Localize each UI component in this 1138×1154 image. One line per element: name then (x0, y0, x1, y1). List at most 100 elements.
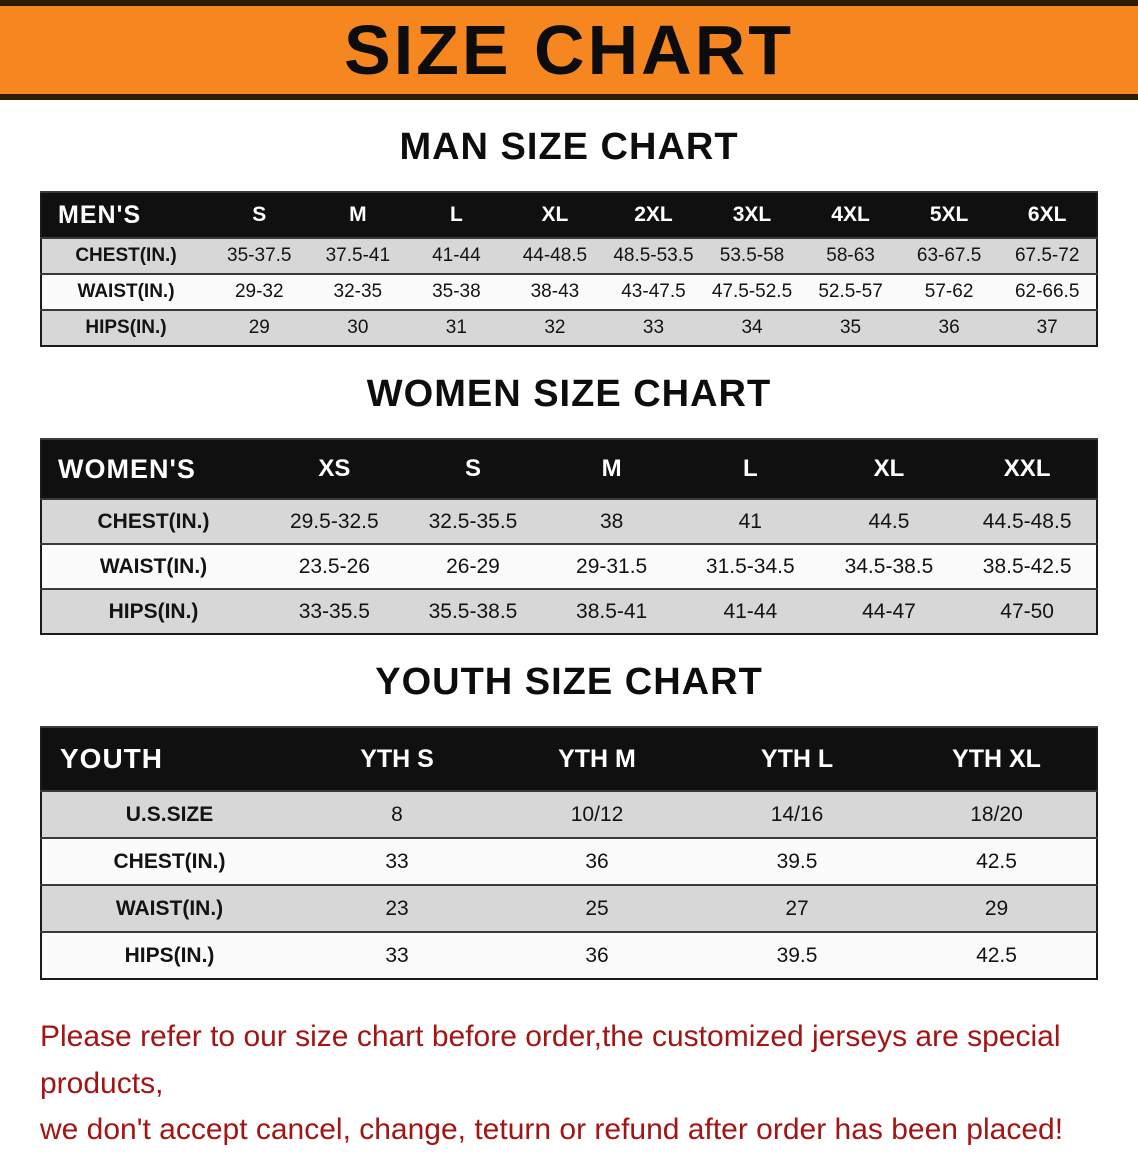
youth-section-heading: YOUTH SIZE CHART (375, 661, 763, 703)
size-value-cell: 34 (702, 309, 802, 346)
measurement-row-label: WAIST(IN.) (41, 543, 265, 589)
table-corner-label: MEN'S (41, 191, 210, 238)
size-column-header: XL (505, 191, 605, 238)
size-value-cell: 48.5-53.5 (604, 237, 703, 274)
size-value-cell: 29 (210, 309, 309, 346)
size-value-cell: 29-32 (210, 273, 309, 310)
size-value-cell: 36 (497, 837, 697, 885)
size-value-cell: 8 (297, 790, 497, 838)
size-value-cell: 10/12 (497, 790, 697, 838)
size-value-cell: 44.5 (819, 498, 959, 544)
size-column-header: 3XL (702, 191, 802, 238)
size-column-header: M (542, 438, 681, 499)
size-value-cell: 31 (407, 309, 506, 346)
table-header-row: WOMEN'S XS S M L XL XXL (41, 438, 1097, 499)
size-value-cell: 62-66.5 (998, 273, 1097, 310)
size-value-cell: 38 (542, 498, 681, 544)
table-corner-label: YOUTH (41, 726, 297, 791)
size-value-cell: 33 (297, 837, 497, 885)
size-value-cell: 32.5-35.5 (403, 498, 543, 544)
order-disclaimer: Please refer to our size chart before or… (40, 1014, 1108, 1154)
size-value-cell: 31.5-34.5 (680, 543, 820, 589)
measurement-row-label: HIPS(IN.) (41, 309, 210, 346)
size-value-cell: 35-37.5 (210, 237, 309, 274)
size-value-cell: 25 (497, 884, 697, 932)
size-value-cell: 33 (297, 931, 497, 979)
size-value-cell: 36 (497, 931, 697, 979)
size-column-header: 2XL (604, 191, 703, 238)
size-value-cell: 29-31.5 (542, 543, 681, 589)
size-value-cell: 29.5-32.5 (265, 498, 404, 544)
table-header-row: MEN'S S M L XL 2XL 3XL 4XL 5XL 6XL (41, 191, 1097, 238)
disclaimer-line-1: Please refer to our size chart before or… (40, 1020, 1061, 1100)
size-value-cell: 63-67.5 (899, 237, 999, 274)
size-column-header: YTH L (697, 726, 897, 791)
men-size-table: MEN'S S M L XL 2XL 3XL 4XL 5XL 6XL CHEST(IN.) 35-37… (40, 191, 1098, 347)
youth-size-table: YOUTH YTH S YTH M YTH L YTH XL U.S.SIZE 8 10/12… (40, 726, 1098, 980)
size-chart-banner: SIZE CHART (0, 0, 1138, 100)
size-column-header: S (403, 438, 543, 499)
measurement-row-label: CHEST(IN.) (41, 498, 265, 544)
size-value-cell: 44-47 (819, 588, 959, 634)
table-header-row: YOUTH YTH S YTH M YTH L YTH XL (41, 726, 1097, 791)
men-section-heading: MAN SIZE CHART (399, 126, 739, 168)
size-value-cell: 23.5-26 (265, 543, 404, 589)
size-value-cell: 52.5-57 (801, 273, 900, 310)
measurement-row-label: WAIST(IN.) (41, 884, 297, 932)
size-value-cell: 39.5 (697, 837, 897, 885)
size-value-cell: 29 (897, 884, 1097, 932)
measurement-row: HIPS(IN.) 33-35.5 35.5-38.5 38.5-41 41-44 44-… (41, 588, 1097, 634)
size-value-cell: 18/20 (897, 790, 1097, 838)
women-section-heading: WOMEN SIZE CHART (366, 373, 772, 415)
size-value-cell: 37 (998, 309, 1097, 346)
measurement-row: HIPS(IN.) 33 36 39.5 42.5 (41, 931, 1097, 979)
size-value-cell: 30 (308, 309, 408, 346)
women-size-table: WOMEN'S XS S M L XL XXL CHEST(IN.) 29.5-32.5 32.5… (40, 438, 1098, 635)
size-column-header: 6XL (998, 191, 1097, 238)
size-column-header: M (308, 191, 408, 238)
size-value-cell: 42.5 (897, 837, 1097, 885)
size-column-header: L (680, 438, 820, 499)
size-value-cell: 43-47.5 (604, 273, 703, 310)
size-value-cell: 36 (899, 309, 999, 346)
measurement-row: U.S.SIZE 8 10/12 14/16 18/20 (41, 790, 1097, 838)
size-value-cell: 38-43 (505, 273, 605, 310)
measurement-row: HIPS(IN.) 29 30 31 32 33 34 35 36 37 (41, 309, 1097, 346)
size-value-cell: 44-48.5 (505, 237, 605, 274)
measurement-row: WAIST(IN.) 23.5-26 26-29 29-31.5 31.5-34.5 34… (41, 543, 1097, 589)
measurement-row: WAIST(IN.) 29-32 32-35 35-38 38-43 43-47.5 47.… (41, 273, 1097, 310)
measurement-row-label: HIPS(IN.) (41, 931, 297, 979)
measurement-row: CHEST(IN.) 35-37.5 37.5-41 41-44 44-48.5 48.5… (41, 237, 1097, 274)
size-value-cell: 34.5-38.5 (819, 543, 959, 589)
size-column-header: L (407, 191, 506, 238)
size-value-cell: 38.5-41 (542, 588, 681, 634)
size-value-cell: 27 (697, 884, 897, 932)
measurement-row-label: WAIST(IN.) (41, 273, 210, 310)
disclaimer-line-2: we don't accept cancel, change, teturn o… (40, 1113, 1064, 1146)
size-value-cell: 23 (297, 884, 497, 932)
size-value-cell: 26-29 (403, 543, 543, 589)
measurement-row-label: CHEST(IN.) (41, 237, 210, 274)
size-value-cell: 38.5-42.5 (958, 543, 1097, 589)
size-value-cell: 53.5-58 (702, 237, 802, 274)
measurement-row: CHEST(IN.) 33 36 39.5 42.5 (41, 837, 1097, 885)
measurement-row: WAIST(IN.) 23 25 27 29 (41, 884, 1097, 932)
measurement-row: CHEST(IN.) 29.5-32.5 32.5-35.5 38 41 44.5 44.5… (41, 498, 1097, 544)
size-value-cell: 39.5 (697, 931, 897, 979)
size-value-cell: 35.5-38.5 (403, 588, 543, 634)
women-size-section: WOMEN SIZE CHART WOMEN'S XS S M L XL XXL CHEST(… (0, 373, 1138, 635)
size-value-cell: 41 (680, 498, 820, 544)
size-value-cell: 44.5-48.5 (958, 498, 1097, 544)
size-value-cell: 57-62 (899, 273, 999, 310)
banner-title: SIZE CHART (344, 11, 794, 89)
size-column-header: XS (265, 438, 404, 499)
size-value-cell: 35 (801, 309, 900, 346)
size-value-cell: 47.5-52.5 (702, 273, 802, 310)
measurement-row-label: CHEST(IN.) (41, 837, 297, 885)
size-value-cell: 33-35.5 (265, 588, 404, 634)
size-column-header: YTH XL (897, 726, 1097, 791)
size-column-header: YTH S (297, 726, 497, 791)
size-value-cell: 67.5-72 (998, 237, 1097, 274)
size-value-cell: 41-44 (680, 588, 820, 634)
size-value-cell: 47-50 (958, 588, 1097, 634)
